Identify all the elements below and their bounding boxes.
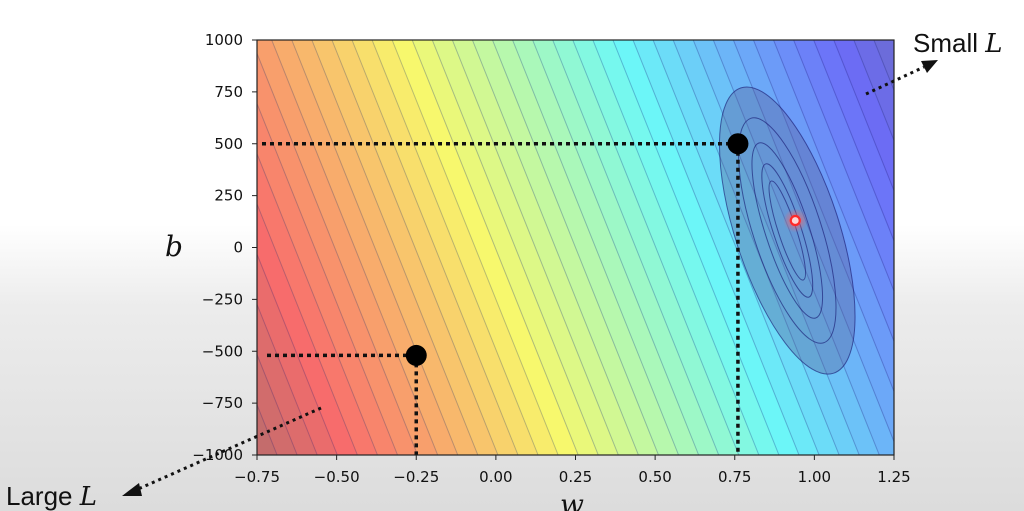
contour-line — [692, 40, 860, 455]
contour-line — [612, 40, 780, 455]
guide-lines — [262, 142, 740, 455]
contour-line — [351, 40, 519, 455]
x-tick-label: −0.25 — [393, 468, 439, 486]
small-loss-prefix: Small — [913, 28, 985, 58]
y-tick-label: 750 — [214, 83, 243, 101]
contour-line — [552, 40, 720, 455]
data-points — [405, 133, 808, 366]
large-loss-prefix: Large — [6, 481, 80, 511]
y-tick-label: −500 — [202, 342, 243, 360]
x-tick-label: 1.25 — [877, 468, 910, 486]
x-tick-label: 0.00 — [479, 468, 512, 486]
y-tick-label: −750 — [202, 394, 243, 412]
contour-line — [471, 40, 639, 455]
contour-line — [853, 40, 894, 142]
color-band — [411, 40, 599, 455]
basin-contour — [738, 117, 837, 344]
color-band — [752, 40, 894, 393]
contour-line — [672, 40, 840, 455]
x-axis-ticks: −0.75 −0.50 −0.25 0.00 0.25 0.50 0.75 1.00 1.25 — [234, 455, 911, 486]
basin-contour — [751, 142, 824, 319]
contour-line — [257, 353, 298, 455]
color-band — [793, 40, 894, 293]
color-band — [371, 40, 559, 455]
contour-line — [632, 40, 800, 455]
y-axis-label: b — [165, 230, 183, 263]
color-band — [833, 40, 894, 193]
x-tick-label: −0.50 — [314, 468, 360, 486]
contour-line — [512, 40, 680, 455]
contour-line — [257, 202, 358, 455]
contour-line — [773, 40, 894, 343]
color-band — [652, 40, 840, 455]
color-band — [257, 403, 278, 455]
x-tick-label: 0.25 — [559, 468, 592, 486]
contour-line — [753, 40, 894, 393]
large-loss-arrowhead — [122, 483, 142, 496]
color-band — [873, 40, 894, 92]
contour-line — [592, 40, 760, 455]
x-axis-label: w — [560, 488, 584, 511]
contour-line — [431, 40, 599, 455]
contour-line — [291, 40, 459, 455]
contour-line — [257, 52, 419, 455]
large-loss-annotation: Large L — [6, 481, 97, 511]
contour-line — [257, 303, 318, 455]
contour-line — [331, 40, 499, 455]
contour-line — [271, 40, 439, 455]
color-band — [491, 40, 680, 455]
contour-line — [732, 40, 894, 443]
contour-lines — [257, 40, 894, 455]
x-tick-label: 0.75 — [718, 468, 751, 486]
parameter-point — [727, 133, 749, 155]
x-tick-label: −0.75 — [234, 468, 280, 486]
small-loss-var: L — [984, 29, 1002, 59]
contour-line — [712, 40, 880, 455]
y-tick-label: 500 — [214, 135, 243, 153]
color-band — [572, 40, 760, 455]
y-tick-label: 1000 — [205, 31, 243, 49]
color-band — [451, 40, 640, 455]
small-loss-arrowhead — [921, 60, 938, 73]
contour-line — [833, 40, 894, 192]
y-tick-label: −250 — [202, 290, 243, 308]
contour-line — [873, 40, 894, 92]
y-tick-label: 0 — [233, 239, 243, 257]
contour-line — [411, 40, 579, 455]
contour-line — [257, 152, 378, 455]
minimum-marker — [789, 214, 801, 227]
contour-line — [311, 40, 479, 455]
contour-line — [652, 40, 820, 455]
x-tick-label: 0.50 — [638, 468, 671, 486]
color-band — [772, 40, 894, 343]
basin-contour — [718, 86, 856, 375]
contour-line — [813, 40, 894, 243]
contour-line — [257, 252, 338, 455]
small-loss-annotation: Small L — [913, 28, 1003, 59]
contour-line — [793, 40, 894, 293]
color-band — [331, 40, 519, 455]
large-loss-var: L — [79, 482, 97, 511]
contour-line — [257, 102, 398, 455]
contour-line — [451, 40, 619, 455]
color-band — [532, 40, 720, 455]
contour-line — [391, 40, 559, 455]
color-band — [813, 40, 894, 243]
y-tick-label: 250 — [214, 187, 243, 205]
contour-line — [572, 40, 740, 455]
contour-line — [492, 40, 659, 455]
large-loss-arrow-line — [135, 406, 322, 492]
color-band — [612, 40, 800, 455]
contour-line — [532, 40, 700, 455]
contour-line — [371, 40, 539, 455]
x-tick-label: 1.00 — [798, 468, 831, 486]
parameter-point — [405, 344, 427, 366]
